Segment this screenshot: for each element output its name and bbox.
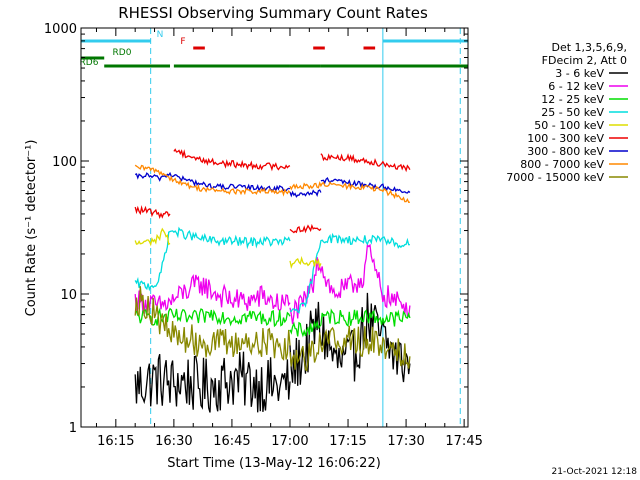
x-tick-label: 17:00 (271, 434, 308, 449)
legend-entry-label: 3 - 6 keV (555, 67, 604, 80)
x-tick-label: 17:15 (329, 434, 366, 449)
y-tick-label: 100 (52, 155, 77, 170)
series-line-800-7000-kev (289, 181, 410, 203)
series-line-6-12-kev (134, 273, 291, 315)
y-tick-label: 1000 (44, 22, 77, 37)
series-line-300-800-kev (320, 177, 411, 194)
axes: 16:15 16:30 16:45 17:00 17:15 17:30 17:45 1 10 10… (44, 22, 483, 449)
series-line-300-800-kev (289, 189, 322, 198)
legend-entry-label: 50 - 100 keV (534, 119, 604, 132)
series-line-7000-15000-kev (289, 325, 411, 372)
legend-entry-label: 12 - 25 keV (541, 93, 604, 106)
series-line-100-300-kev (134, 205, 171, 220)
plot-area: N F RD0 RD6 (80, 28, 468, 427)
series-line-3-6-kev (134, 351, 291, 413)
flag-label-n: N (157, 30, 164, 40)
legend-header-line: FDecim 2, Att 0 (542, 54, 627, 67)
legend: Det 1,3,5,6,9,FDecim 2, Att 03 - 6 keV6 … (506, 41, 628, 184)
x-tick-label: 17:30 (387, 434, 424, 449)
series-line-6-12-kev (289, 243, 411, 325)
legend-entry-label: 25 - 50 keV (541, 106, 604, 119)
legend-entry-label: 300 - 800 keV (527, 145, 604, 158)
y-tick-label: 10 (60, 288, 77, 303)
flag-label-f: F (180, 37, 185, 47)
series-line-100-300-kev (320, 153, 411, 173)
series-line-50-100-kev (289, 255, 322, 270)
legend-entry-label: 6 - 12 keV (548, 80, 604, 93)
footer-date: 21-Oct-2021 12:18 (552, 467, 638, 477)
series-line-50-100-kev (134, 227, 171, 247)
flag-label-rd0: RD0 (113, 48, 132, 58)
legend-entry-label: 100 - 300 keV (527, 132, 604, 145)
series-line-800-7000-kev (134, 164, 291, 197)
y-tick-label: 1 (69, 421, 77, 436)
series-line-100-300-kev (289, 223, 322, 234)
x-axis-label: Start Time (13-May-12 16:06:22) (167, 456, 381, 471)
series-line-25-50-kev (134, 226, 291, 292)
series-line-7000-15000-kev (134, 286, 291, 361)
x-tick-label: 17:45 (445, 434, 482, 449)
series-line-100-300-kev (173, 148, 291, 172)
series-line-25-50-kev (289, 232, 410, 314)
legend-header-line: Det 1,3,5,6,9, (551, 41, 627, 54)
flag-label-rd6: RD6 (80, 58, 99, 68)
chart-title: RHESSI Observing Summary Count Rates (118, 4, 428, 22)
legend-entry-label: 7000 - 15000 keV (506, 171, 604, 184)
plot-frame (80, 27, 469, 428)
x-tick-label: 16:45 (213, 434, 250, 449)
x-tick-label: 16:15 (97, 434, 134, 449)
y-axis-label: Count Rate (s⁻¹ detector⁻¹) (24, 140, 39, 317)
legend-entry-label: 800 - 7000 keV (520, 158, 604, 171)
x-tick-label: 16:30 (155, 434, 192, 449)
series-line-12-25-kev (289, 308, 411, 338)
